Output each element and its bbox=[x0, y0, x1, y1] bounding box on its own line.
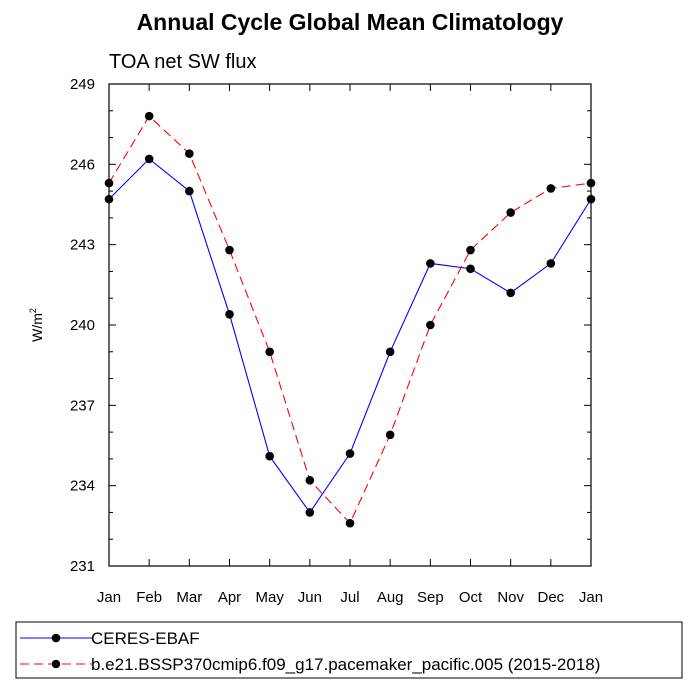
y-axis-label-superscript: 2 bbox=[28, 308, 38, 313]
series-2-point bbox=[426, 320, 435, 330]
series-2-point bbox=[546, 184, 556, 193]
series-1-point bbox=[426, 259, 435, 268]
series-2-point bbox=[506, 208, 515, 217]
x-tick-label: Oct bbox=[459, 589, 483, 606]
series-1-point bbox=[385, 347, 395, 357]
y-tick-label: 237 bbox=[70, 397, 95, 414]
series-1-point bbox=[345, 449, 355, 458]
y-axis-label-unit: W/m bbox=[29, 313, 45, 342]
x-tick-label: Apr bbox=[218, 589, 241, 606]
y-tick-label: 249 bbox=[70, 76, 95, 93]
series-1-point bbox=[185, 186, 194, 196]
x-tick-label: Mar bbox=[176, 589, 202, 606]
x-tick-label: Dec bbox=[537, 589, 564, 606]
series-1-point bbox=[104, 194, 114, 204]
x-tick-label: Feb bbox=[136, 589, 162, 606]
series-2-point bbox=[586, 178, 596, 188]
series-2-point bbox=[385, 430, 395, 440]
series-2-point bbox=[265, 347, 274, 357]
series-1-point bbox=[506, 288, 515, 298]
chart-subtitle: TOA net SW flux bbox=[109, 51, 256, 73]
series-2-point bbox=[345, 518, 355, 528]
legend-marker-1 bbox=[51, 633, 61, 643]
y-tick-label: 231 bbox=[70, 558, 95, 575]
y-tick-label: 246 bbox=[70, 156, 95, 173]
x-tick-label: Jan bbox=[579, 589, 603, 606]
series-1-point bbox=[586, 194, 596, 204]
x-tick-label: Nov bbox=[497, 589, 524, 606]
y-axis-label: W/m2 bbox=[28, 308, 45, 342]
series-line-1 bbox=[108, 158, 592, 514]
legend: CERES-EBAF b.e21.BSSP370cmip6.f09_g17.pac… bbox=[15, 621, 683, 679]
series-2-point bbox=[104, 178, 114, 188]
x-tick-label: Jul bbox=[340, 589, 359, 606]
legend-label-1: CERES-EBAF bbox=[91, 629, 200, 648]
x-tick-label: Aug bbox=[377, 589, 404, 606]
y-tick-label: 243 bbox=[70, 237, 95, 254]
series-2-point bbox=[225, 245, 234, 255]
series-1-point bbox=[546, 259, 556, 268]
y-tick-label: 234 bbox=[70, 478, 95, 495]
series-2-point bbox=[185, 149, 194, 158]
x-tick-label: May bbox=[255, 589, 284, 606]
series-2-point bbox=[144, 111, 154, 121]
series-2-point bbox=[305, 476, 315, 485]
legend-label-2: b.e21.BSSP370cmip6.f09_g17.pacemaker_pac… bbox=[91, 655, 600, 674]
plot-frame bbox=[108, 83, 592, 567]
plot-area: 231 234 237 240 243 246 249 Jan Feb Mar Apr May Jun J… bbox=[70, 76, 603, 606]
series-1-point bbox=[466, 264, 475, 274]
legend-box bbox=[15, 621, 683, 679]
x-tick-label: Jan bbox=[97, 589, 121, 606]
series-1-point bbox=[144, 154, 154, 164]
series-1-point bbox=[265, 451, 274, 461]
y-tick-label: 240 bbox=[70, 317, 95, 334]
legend-marker-2 bbox=[51, 659, 61, 669]
series-1-point bbox=[225, 309, 234, 319]
series-line-2 bbox=[108, 115, 592, 525]
series-1-point bbox=[305, 508, 315, 517]
x-tick-label: Jun bbox=[298, 589, 322, 606]
chart-title: Annual Cycle Global Mean Climatology bbox=[137, 9, 564, 35]
x-tick-label: Sep bbox=[417, 589, 444, 606]
series-2-point bbox=[466, 245, 475, 255]
